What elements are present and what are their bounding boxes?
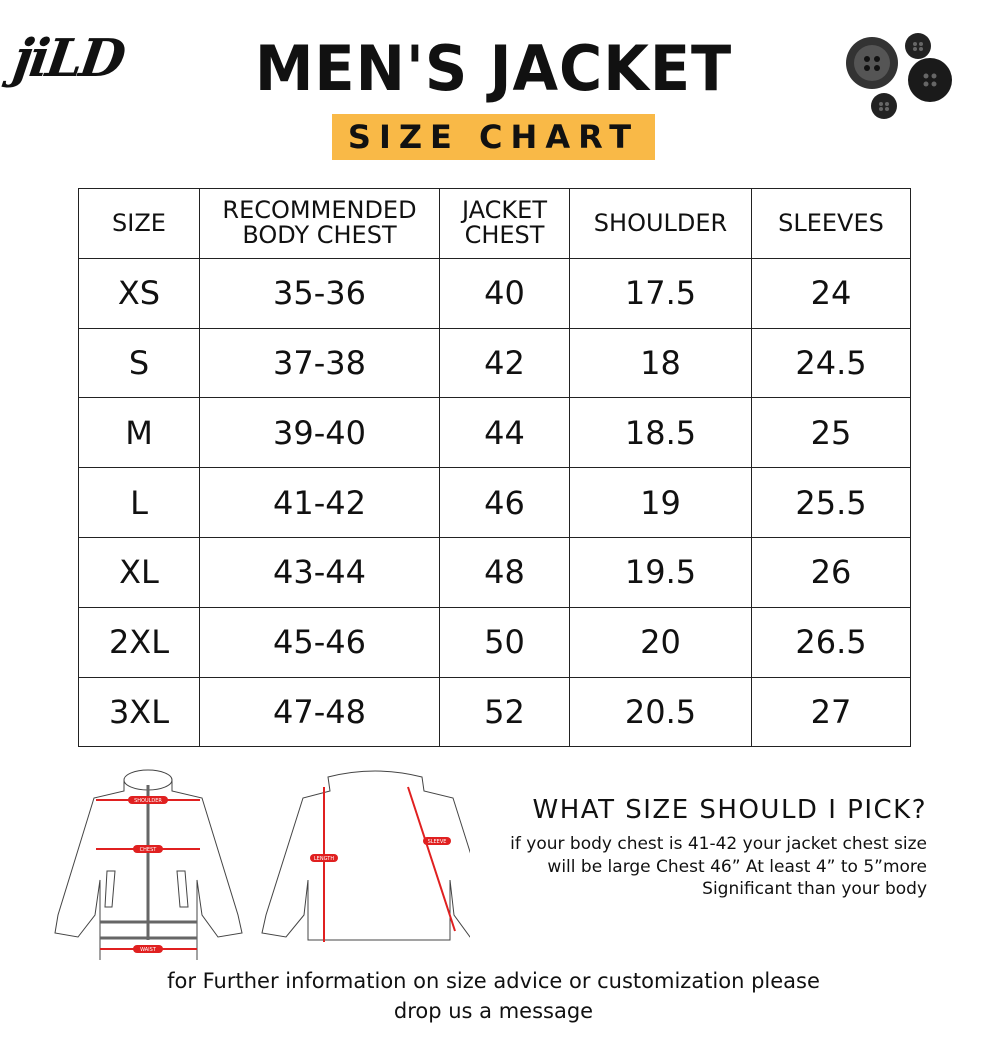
shoulder-label: SHOULDER <box>134 798 162 804</box>
header-sleeves: SLEEVES <box>751 188 911 259</box>
table-cell: 19 <box>569 467 752 538</box>
chest-label: CHEST <box>140 847 158 853</box>
table-cell: XL <box>78 536 200 608</box>
table-cell: 40 <box>439 257 570 329</box>
size-advice: WHAT SIZE SHOULD I PICK? if your body ch… <box>510 795 927 901</box>
footer-note: for Further information on size advice o… <box>0 966 987 1026</box>
table-cell: 43-44 <box>199 536 440 608</box>
footer-line: for Further information on size advice o… <box>167 969 820 993</box>
table-cell: 20.5 <box>569 676 752 748</box>
table-cell: 41-42 <box>199 467 440 538</box>
table-cell: 45-46 <box>199 606 440 678</box>
advice-line: if your body chest is 41-42 your jacket … <box>510 834 927 854</box>
advice-line: Significant than your body <box>702 879 927 899</box>
table-cell: S <box>78 327 200 399</box>
table-cell: L <box>78 467 200 538</box>
table-cell: 25.5 <box>751 467 911 538</box>
table-cell: 39-40 <box>199 397 440 469</box>
table-row: M 39-40 44 18.5 25 <box>78 397 911 469</box>
button-icon <box>905 33 931 59</box>
table-cell: 18 <box>569 327 752 399</box>
size-table: SIZE RECOMMENDED BODY CHEST JACKET CHEST… <box>78 188 911 748</box>
header-jacket-chest: JACKET CHEST <box>439 188 570 259</box>
header-body-chest: RECOMMENDED BODY CHEST <box>199 188 440 259</box>
page-subtitle: SIZE CHART <box>332 114 655 160</box>
table-cell: 2XL <box>78 606 200 678</box>
table-cell: 35-36 <box>199 257 440 329</box>
table-cell: 3XL <box>78 676 200 748</box>
sleeve-label: SLEEVE <box>428 839 447 845</box>
table-cell: 52 <box>439 676 570 748</box>
table-cell: 20 <box>569 606 752 678</box>
button-icon <box>846 37 898 89</box>
table-cell: XS <box>78 257 200 329</box>
header-shoulder: SHOULDER <box>569 188 752 259</box>
table-cell: 48 <box>439 536 570 608</box>
table-cell: 50 <box>439 606 570 678</box>
table-cell: 26.5 <box>751 606 911 678</box>
table-header-row: SIZE RECOMMENDED BODY CHEST JACKET CHEST… <box>78 188 911 259</box>
table-cell: 37-38 <box>199 327 440 399</box>
table-row: 3XL 47-48 52 20.5 27 <box>78 676 911 748</box>
table-row: 2XL 45-46 50 20 26.5 <box>78 606 911 678</box>
table-row: XS 35-36 40 17.5 24 <box>78 257 911 329</box>
table-cell: 47-48 <box>199 676 440 748</box>
table-cell: 24.5 <box>751 327 911 399</box>
advice-line: will be large Chest 46” At least 4” to 5… <box>547 856 927 877</box>
footer-line: drop us a message <box>393 999 594 1023</box>
table-cell: 24 <box>751 257 911 329</box>
length-label: LENGTH <box>314 856 334 862</box>
table-cell: 42 <box>439 327 570 399</box>
header-size: SIZE <box>78 188 200 259</box>
table-cell: M <box>78 397 200 469</box>
jacket-back-drawing <box>261 770 470 941</box>
table-row: XL 43-44 48 19.5 26 <box>78 536 911 608</box>
table-cell: 17.5 <box>569 257 752 329</box>
table-row: L 41-42 46 19 25.5 <box>78 467 911 538</box>
table-cell: 26 <box>751 536 911 608</box>
jacket-measurement-diagram: SHOULDER CHEST WAIST LENGTH SLEEVE <box>54 769 470 960</box>
table-cell: 44 <box>439 397 570 469</box>
jacket-front-drawing <box>54 769 243 960</box>
buttons-image <box>846 33 952 119</box>
button-icon <box>908 58 952 102</box>
button-icon <box>871 93 897 119</box>
table-cell: 25 <box>751 397 911 469</box>
table-cell: 18.5 <box>569 397 752 469</box>
advice-heading: WHAT SIZE SHOULD I PICK? <box>532 795 927 825</box>
page-title: MEN'S JACKET <box>254 32 733 105</box>
waist-label: WAIST <box>140 947 157 953</box>
table-row: S 37-38 42 18 24.5 <box>78 327 911 399</box>
table-cell: 46 <box>439 467 570 538</box>
table-cell: 27 <box>751 676 911 748</box>
table-cell: 19.5 <box>569 536 752 608</box>
